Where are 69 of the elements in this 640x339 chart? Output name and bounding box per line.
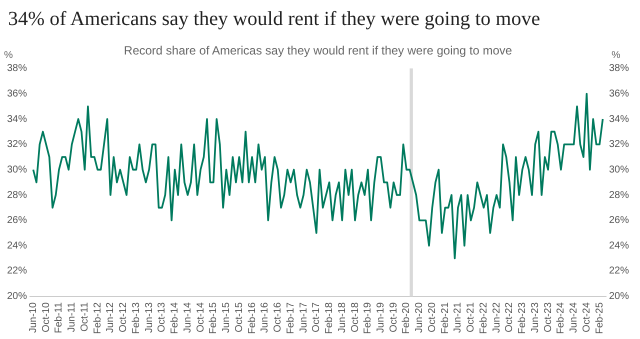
- x-tick-label: Jun-11: [66, 302, 78, 332]
- x-tick-label: Feb-13: [130, 302, 142, 334]
- x-tick-label: Feb-12: [92, 302, 104, 334]
- x-tick-label: Feb-11: [54, 302, 65, 334]
- chart-title: 34% of Americans say they would rent if they were going to move: [7, 7, 542, 32]
- y-tick-label: 34%: [7, 114, 28, 125]
- y-tick-label: 24%: [7, 240, 28, 252]
- y-tick-label: 20%: [7, 291, 28, 302]
- x-tick-label: Oct-12: [118, 302, 130, 332]
- x-tick-label: Jun-23: [530, 302, 541, 333]
- y2-tick-label: 28%: [608, 190, 630, 201]
- x-tick-label: Oct-18: [350, 302, 361, 332]
- x-tick-label: Feb-16: [246, 302, 258, 334]
- x-tick-label: Jun-21: [452, 302, 464, 333]
- x-tick-label: Feb-19: [362, 302, 374, 334]
- x-tick-label: Jun-14: [182, 302, 194, 333]
- x-tick-label: Feb-14: [170, 302, 181, 334]
- x-tick-label: Jun-24: [568, 302, 580, 333]
- y2-tick-label: 26%: [608, 215, 630, 226]
- x-tick-label: Oct-15: [234, 302, 245, 332]
- y-axis-title: %: [4, 50, 13, 62]
- x-tick-label: Oct-16: [272, 302, 284, 332]
- x-tick-label: Jun-13: [144, 302, 155, 333]
- x-tick-label: Oct-24: [581, 302, 592, 332]
- y2-tick-label: 30%: [608, 164, 630, 176]
- x-tick-label: Jun-22: [491, 302, 502, 333]
- y2-tick-label: 22%: [608, 266, 630, 277]
- y-tick-label: 26%: [7, 215, 28, 226]
- y2-axis-title: %: [612, 50, 621, 62]
- x-tick-label: Jun-15: [221, 302, 232, 333]
- x-tick-label: Jun-16: [260, 302, 271, 333]
- x-tick-label: Oct-17: [311, 302, 322, 332]
- x-tick-label: Oct-22: [504, 302, 516, 332]
- x-tick-label: Oct-23: [542, 302, 554, 332]
- x-tick-label: Feb-17: [285, 302, 296, 334]
- x-tick-label: Feb-24: [556, 302, 567, 334]
- x-tick-label: Jun-17: [298, 302, 310, 333]
- x-tick-label: Oct-21: [466, 302, 477, 332]
- x-tick-label: Feb-22: [478, 302, 490, 334]
- y2-tick-label: 24%: [608, 240, 630, 252]
- x-tick-label: Feb-20: [401, 302, 412, 334]
- x-tick-label: Jun-19: [375, 302, 386, 333]
- x-tick-label: Jun-20: [414, 302, 426, 333]
- x-tick-label: Jun-10: [28, 302, 39, 333]
- x-tick-label: Jun-12: [105, 302, 116, 333]
- y-tick-label: 28%: [7, 190, 28, 201]
- x-tick-label: Oct-13: [156, 302, 168, 332]
- y2-tick-label: 20%: [608, 291, 630, 302]
- x-tick-label: Oct-20: [426, 302, 438, 332]
- x-tick-label: Oct-11: [79, 302, 90, 332]
- y2-tick-label: 36%: [608, 88, 630, 100]
- y2-tick-label: 32%: [608, 139, 630, 150]
- x-tick-label: Feb-21: [440, 302, 451, 334]
- y2-tick-label: 38%: [608, 63, 630, 74]
- x-tick-label: Oct-14: [195, 302, 206, 332]
- chart-subtitle: Record share of Americas say they would rent if they were going to move: [124, 44, 512, 58]
- x-tick-label: Oct-19: [388, 302, 400, 332]
- x-tick-label: Feb-18: [324, 302, 336, 334]
- x-tick-label: Oct-10: [40, 302, 52, 332]
- x-tick-label: Feb-15: [208, 302, 220, 334]
- y-tick-label: 36%: [7, 88, 28, 100]
- y-tick-label: 32%: [7, 139, 28, 150]
- x-tick-label: Jun-18: [336, 302, 348, 333]
- y-tick-label: 30%: [7, 164, 28, 176]
- y-tick-label: 22%: [7, 266, 28, 277]
- x-tick-label: Feb-25: [594, 302, 606, 334]
- y-tick-label: 38%: [7, 63, 28, 74]
- x-tick-label: Feb-23: [517, 302, 528, 334]
- y2-tick-label: 34%: [608, 114, 630, 125]
